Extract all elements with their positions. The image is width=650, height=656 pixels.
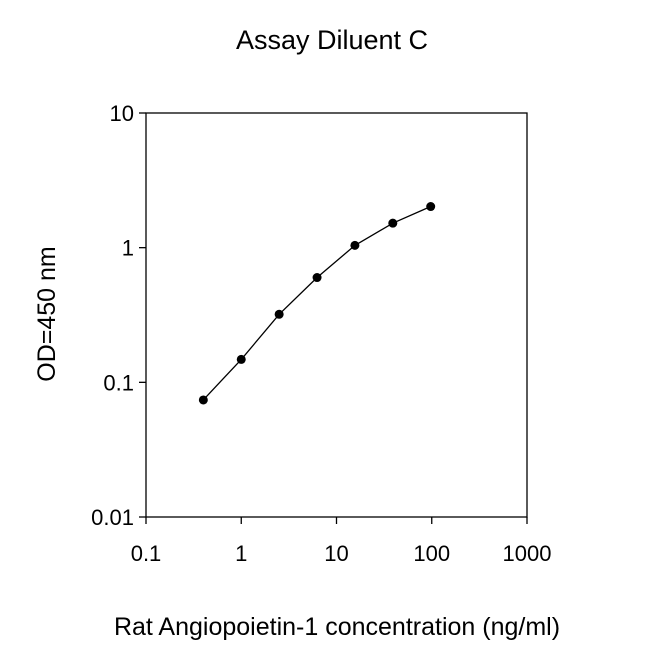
data-point bbox=[198, 395, 208, 405]
x-axis-label: Rat Angiopoietin-1 concentration (ng/ml) bbox=[114, 613, 560, 641]
data-point bbox=[426, 202, 436, 212]
data-point bbox=[312, 273, 322, 283]
data-point bbox=[350, 240, 360, 250]
y-tick-label: 1 bbox=[122, 236, 134, 261]
series-line bbox=[202, 205, 431, 401]
x-tick-label: 100 bbox=[413, 541, 450, 566]
x-tick-label: 0.1 bbox=[131, 541, 162, 566]
x-tick-label: 10 bbox=[324, 541, 348, 566]
y-axis-ticks: 0.01 0.1 1 10 bbox=[91, 101, 146, 530]
x-axis-ticks: 0.1 1 10 100 1000 bbox=[131, 517, 552, 566]
data-series bbox=[198, 202, 436, 405]
data-point bbox=[388, 218, 398, 228]
chart-title: Assay Diluent C bbox=[236, 25, 428, 55]
y-tick-label: 0.1 bbox=[103, 370, 134, 395]
plot-area bbox=[145, 112, 528, 518]
data-point bbox=[274, 309, 284, 319]
y-axis-label: OD=450 nm bbox=[33, 246, 61, 382]
x-tick-label: 1000 bbox=[503, 541, 552, 566]
x-tick-label: 1 bbox=[235, 541, 247, 566]
data-point bbox=[236, 354, 246, 364]
y-tick-label: 0.01 bbox=[91, 505, 134, 530]
y-tick-label: 10 bbox=[110, 101, 134, 126]
